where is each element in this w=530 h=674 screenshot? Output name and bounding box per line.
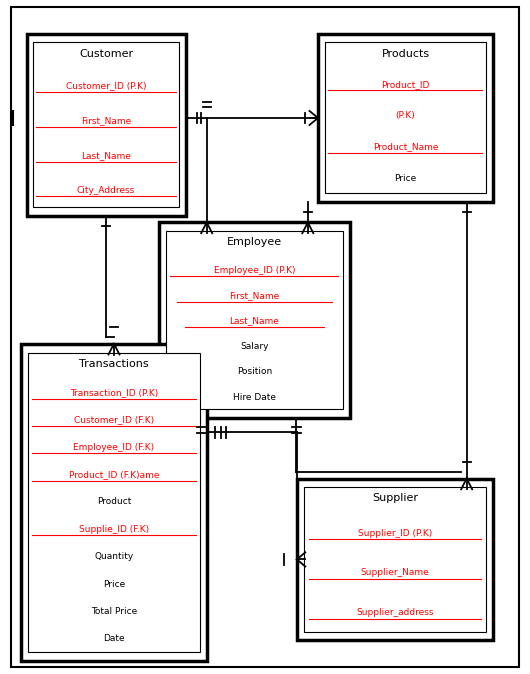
Text: Hire Date: Hire Date (233, 392, 276, 402)
Bar (28, 353, 200, 652)
Text: Transactions: Transactions (79, 359, 149, 369)
Bar (304, 487, 486, 632)
Text: Customer_ID (F.K): Customer_ID (F.K) (74, 415, 154, 425)
Bar (21, 344, 207, 661)
Text: Customer: Customer (79, 49, 133, 59)
Text: Date: Date (103, 634, 125, 643)
Text: First_Name: First_Name (229, 291, 279, 300)
Text: Supplier: Supplier (372, 493, 418, 503)
Text: Last_Name: Last_Name (81, 151, 131, 160)
Text: Transaction_ID (P.K): Transaction_ID (P.K) (70, 388, 158, 397)
Text: Price: Price (103, 580, 125, 588)
Bar (159, 222, 350, 418)
Bar (26, 34, 186, 216)
Text: Products: Products (382, 49, 429, 59)
Text: (P.K): (P.K) (395, 111, 416, 120)
Bar (166, 231, 343, 409)
Text: Total Price: Total Price (91, 607, 137, 616)
Text: City_Address: City_Address (77, 186, 135, 195)
Text: Supplier_Name: Supplier_Name (360, 568, 429, 578)
Text: Customer_ID (P.K): Customer_ID (P.K) (66, 82, 146, 90)
Text: Product_Name: Product_Name (373, 143, 438, 152)
Text: Supplier_address: Supplier_address (356, 608, 434, 617)
Bar (318, 34, 493, 202)
Bar (325, 42, 486, 193)
Text: Employee_ID (F.K): Employee_ID (F.K) (73, 443, 155, 452)
Text: Product_ID: Product_ID (381, 80, 430, 89)
Text: Quantity: Quantity (94, 552, 134, 561)
Text: Price: Price (394, 174, 417, 183)
Text: Salary: Salary (240, 342, 269, 351)
Text: Product: Product (97, 497, 131, 506)
Text: Position: Position (237, 367, 272, 376)
Text: Employee_ID (P.K): Employee_ID (P.K) (214, 266, 295, 275)
Text: Last_Name: Last_Name (229, 316, 279, 326)
Text: Employee: Employee (227, 237, 282, 247)
Text: Product_ID (F.K)ame: Product_ID (F.K)ame (69, 470, 159, 479)
Text: Supplie_ID (F.K): Supplie_ID (F.K) (79, 525, 149, 534)
Text: First_Name: First_Name (81, 117, 131, 125)
Bar (297, 479, 493, 640)
Text: Supplier_ID (P.K): Supplier_ID (P.K) (358, 529, 432, 538)
Bar (33, 42, 179, 207)
